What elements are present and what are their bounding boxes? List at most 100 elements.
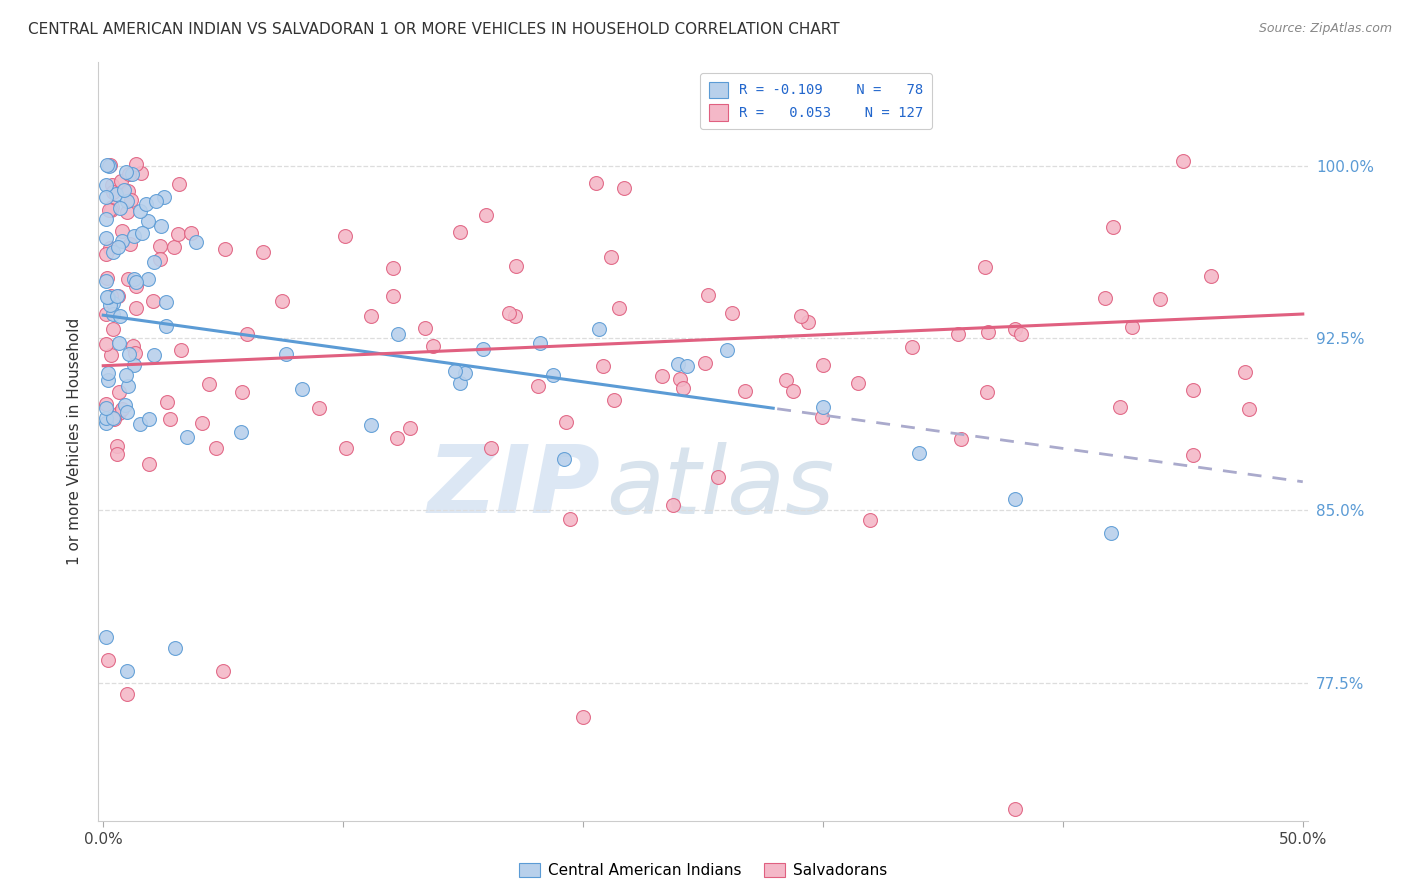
- Point: [600, 250, 623, 264]
- Point: [138, 412, 160, 426]
- Point: [1004, 491, 1026, 506]
- Point: [143, 255, 166, 269]
- Point: [1149, 292, 1171, 306]
- Point: [94, 211, 117, 226]
- Point: [1182, 383, 1205, 397]
- Point: [908, 446, 931, 460]
- Point: [121, 167, 143, 181]
- Point: [108, 406, 131, 420]
- Point: [1094, 291, 1116, 305]
- Point: [135, 197, 157, 211]
- Point: [122, 271, 145, 285]
- Point: [122, 229, 145, 244]
- Point: [94, 230, 117, 244]
- Point: [693, 356, 716, 370]
- Point: [100, 200, 122, 214]
- Point: [103, 411, 125, 425]
- Point: [706, 469, 728, 483]
- Point: [103, 296, 125, 310]
- Point: [974, 260, 997, 274]
- Point: [385, 431, 408, 445]
- Point: [97, 366, 120, 380]
- Point: [734, 384, 756, 399]
- Point: [291, 382, 314, 396]
- Point: [107, 288, 129, 302]
- Point: [671, 381, 693, 395]
- Point: [204, 441, 226, 455]
- Point: [651, 369, 673, 384]
- Point: [124, 157, 146, 171]
- Point: [790, 309, 813, 323]
- Point: [720, 306, 742, 320]
- Point: [236, 327, 259, 342]
- Point: [1004, 802, 1026, 816]
- Point: [98, 241, 121, 255]
- Point: [94, 411, 117, 425]
- Point: [94, 307, 117, 321]
- Point: [167, 177, 190, 191]
- Point: [231, 385, 253, 400]
- Point: [96, 271, 118, 285]
- Point: [333, 229, 356, 244]
- Point: [176, 430, 198, 444]
- Point: [115, 194, 138, 208]
- Point: [94, 397, 117, 411]
- Point: [526, 379, 548, 393]
- Point: [696, 288, 718, 302]
- Point: [811, 410, 834, 425]
- Point: [124, 345, 146, 359]
- Point: [94, 630, 117, 644]
- Point: [101, 185, 124, 199]
- Point: [114, 398, 136, 412]
- Point: [1004, 322, 1026, 336]
- Point: [541, 368, 564, 383]
- Point: [782, 384, 804, 399]
- Point: [1121, 320, 1143, 334]
- Point: [96, 247, 118, 261]
- Point: [115, 687, 138, 701]
- Point: [138, 457, 160, 471]
- Point: [97, 290, 120, 304]
- Point: [676, 359, 699, 374]
- Point: [117, 405, 139, 419]
- Point: [118, 167, 141, 181]
- Point: [948, 326, 970, 341]
- Point: [479, 441, 502, 455]
- Point: [381, 289, 404, 303]
- Point: [229, 425, 252, 439]
- Point: [110, 174, 132, 188]
- Point: [122, 339, 145, 353]
- Point: [155, 294, 177, 309]
- Point: [122, 358, 145, 372]
- Point: [98, 298, 121, 312]
- Point: [156, 395, 179, 409]
- Point: [498, 306, 520, 320]
- Point: [97, 202, 120, 217]
- Text: atlas: atlas: [606, 442, 835, 533]
- Point: [117, 271, 139, 285]
- Point: [603, 393, 626, 408]
- Point: [100, 348, 122, 362]
- Point: [98, 159, 121, 173]
- Point: [115, 665, 138, 679]
- Point: [1010, 327, 1032, 342]
- Point: [155, 318, 177, 333]
- Point: [977, 325, 1000, 339]
- Point: [149, 219, 172, 234]
- Point: [553, 451, 575, 466]
- Point: [449, 376, 471, 390]
- Point: [592, 359, 614, 373]
- Point: [149, 252, 172, 267]
- Point: [136, 214, 159, 228]
- Point: [131, 226, 153, 240]
- Point: [387, 326, 409, 341]
- Point: [775, 373, 797, 387]
- Point: [108, 201, 131, 215]
- Point: [129, 166, 152, 180]
- Point: [716, 343, 738, 357]
- Point: [252, 244, 274, 259]
- Point: [125, 301, 148, 315]
- Point: [505, 259, 527, 273]
- Point: [125, 278, 148, 293]
- Point: [115, 368, 138, 383]
